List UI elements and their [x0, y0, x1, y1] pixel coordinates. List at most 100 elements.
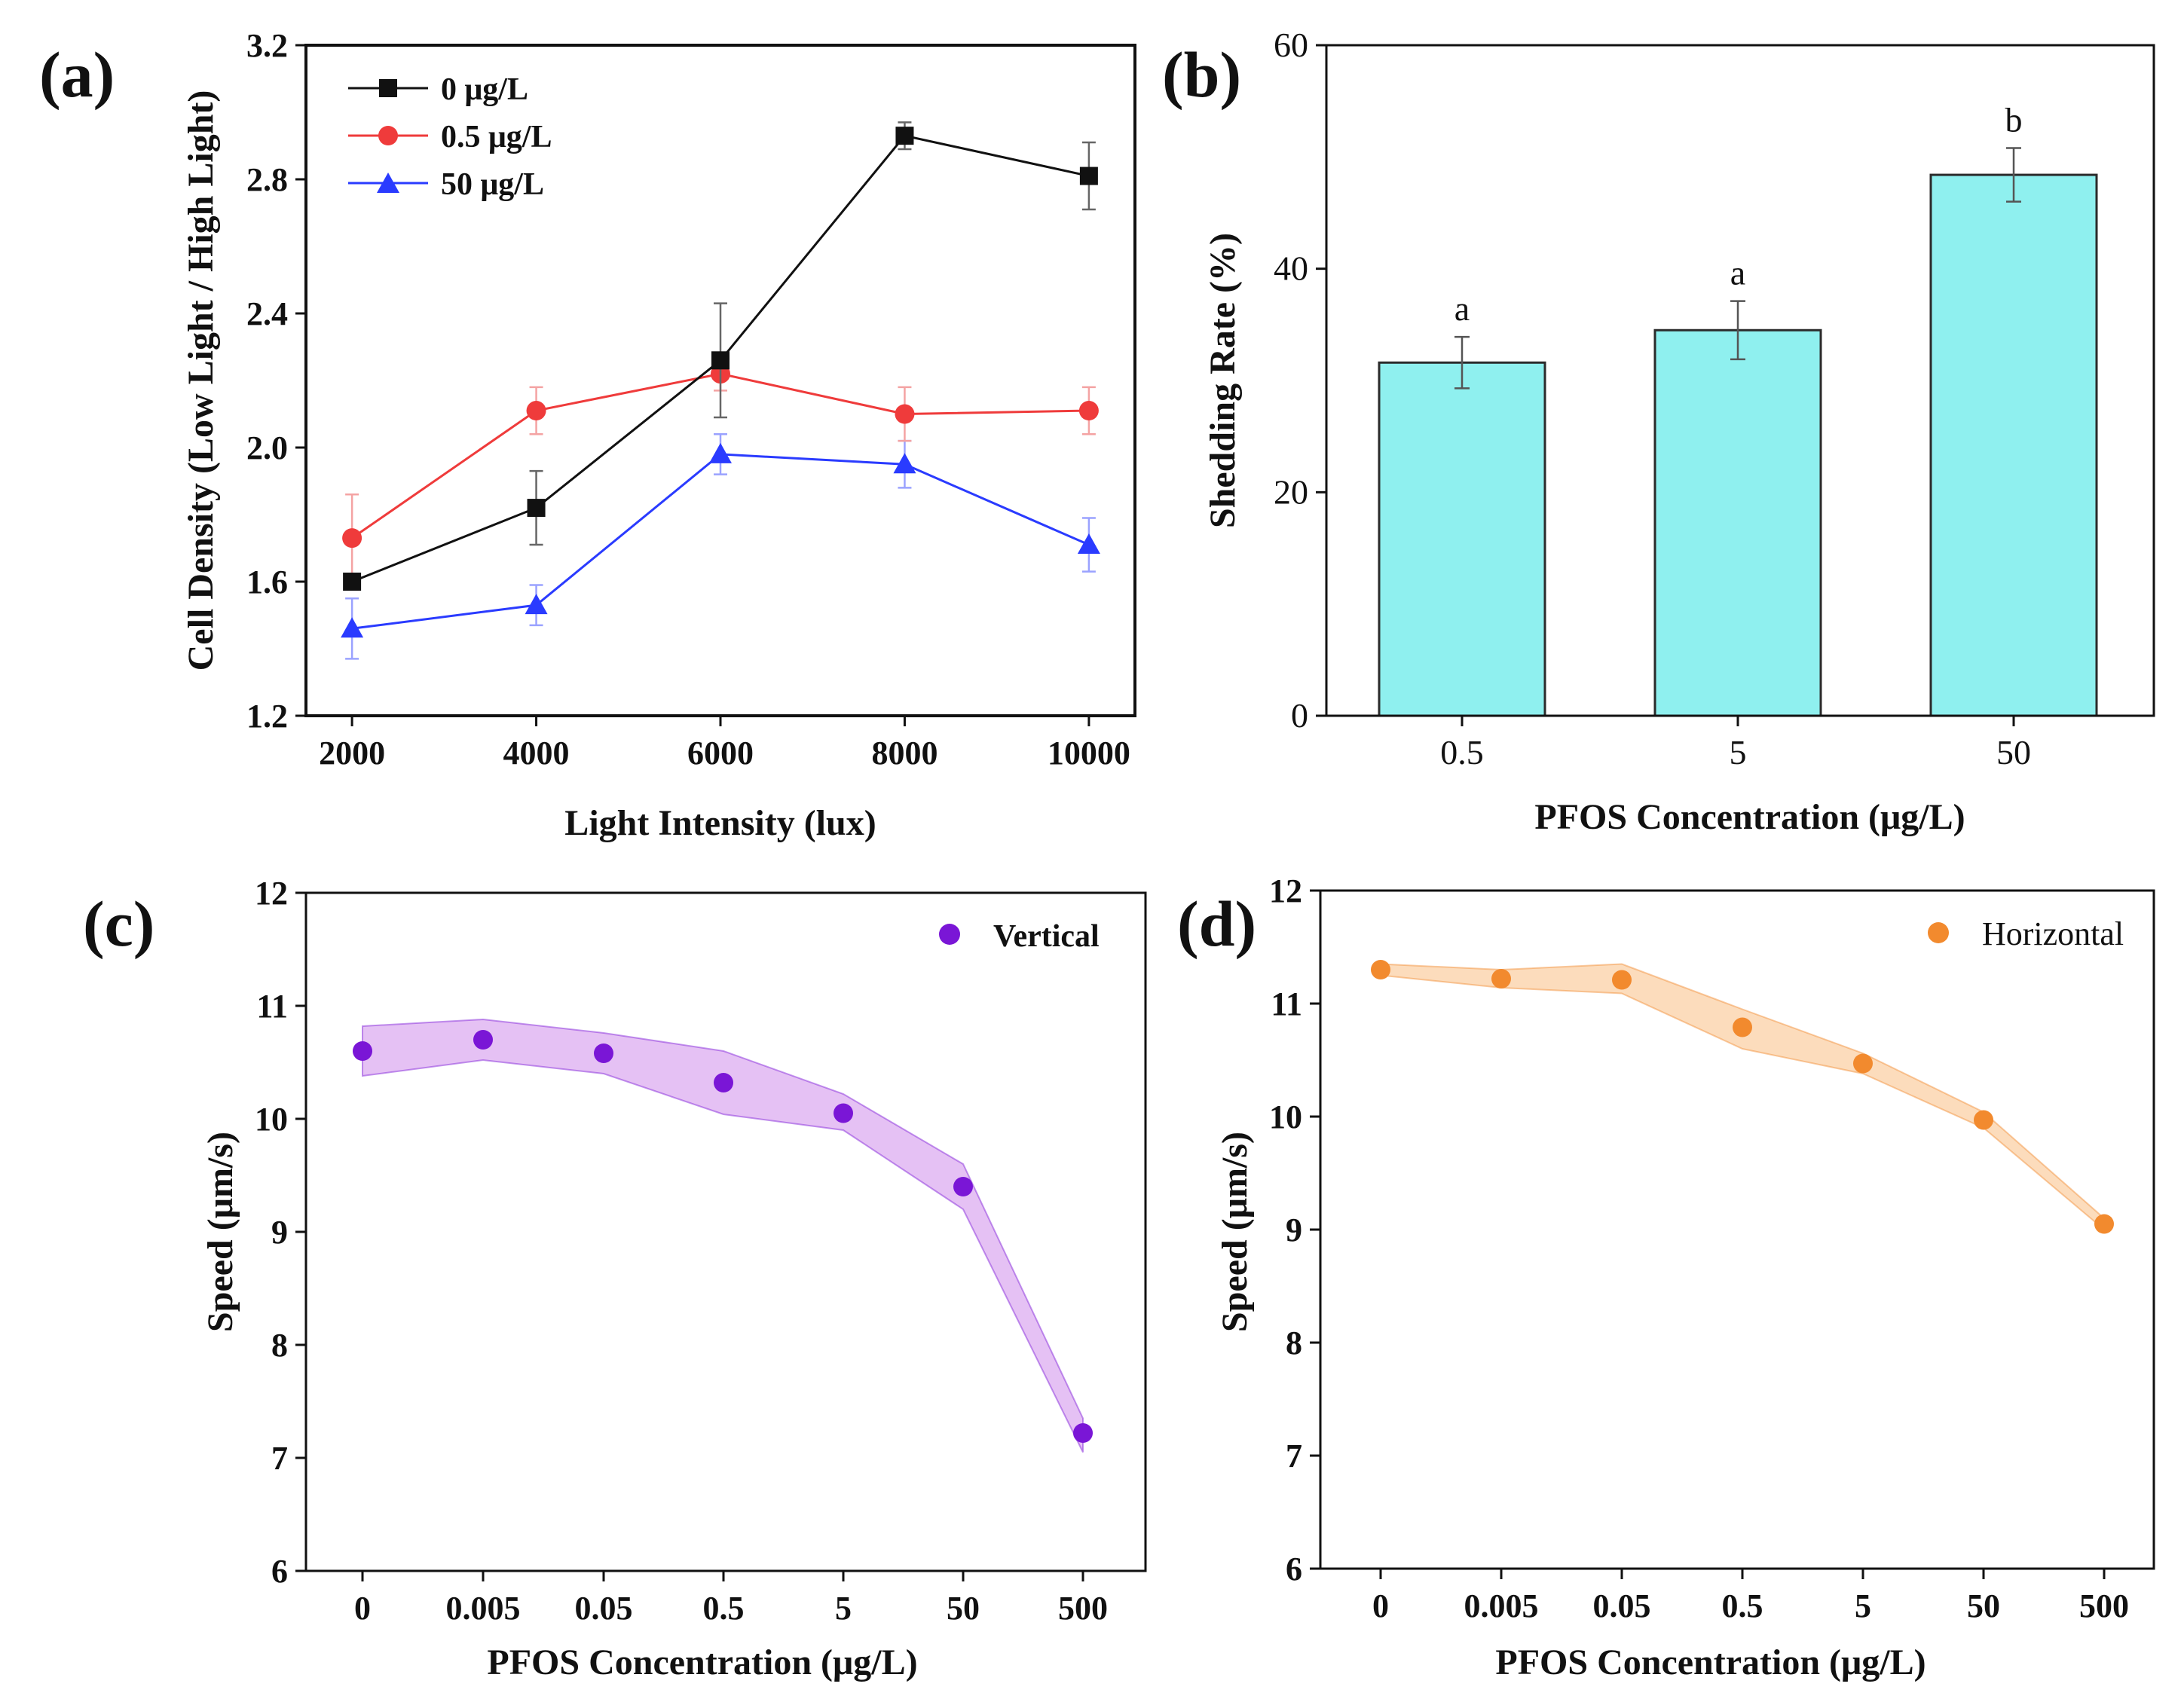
data-point	[1853, 1053, 1873, 1074]
panel-b-frame	[1325, 44, 2155, 717]
significance-label: b	[2005, 100, 2023, 139]
panel-c-xlabel: PFOS Concentration (μg/L)	[487, 1642, 917, 1682]
significance-label: a	[1730, 254, 1745, 292]
panel-d-frame	[1319, 889, 2155, 1570]
y-tick-label: 12	[1269, 872, 1302, 909]
data-point	[2094, 1214, 2114, 1234]
legend-label-vertical: Vertical	[993, 919, 1100, 954]
y-tick-label: 7	[1286, 1438, 1302, 1474]
legend-triangle-marker	[377, 173, 399, 193]
bar	[1929, 173, 2098, 717]
y-tick-label: 9	[271, 1214, 288, 1251]
y-tick-label: 12	[255, 875, 288, 912]
data-point-triangle	[525, 594, 548, 615]
x-tick-label: 0.005	[1464, 1587, 1539, 1624]
panel-c-marks	[353, 1018, 1093, 1453]
panel-c-legend: Vertical	[939, 919, 1100, 954]
panel-c-label: (c)	[83, 888, 154, 960]
x-tick-label: 4000	[503, 735, 570, 772]
legend-label-2: 50 μg/L	[441, 167, 544, 202]
panel-c-ylabel: Speed (μm/s)	[200, 1132, 240, 1332]
legend-label-horizontal: Horizontal	[1982, 915, 2124, 952]
data-point-square	[1079, 167, 1098, 185]
panel-b-ylabel: Shedding Rate (%)	[1203, 233, 1243, 528]
y-tick-label: 6	[271, 1553, 288, 1590]
data-point	[1073, 1423, 1093, 1443]
y-tick-label: 1.2	[246, 698, 288, 735]
y-tick-label: 2.0	[246, 429, 288, 466]
confidence-band	[1380, 963, 2105, 1232]
x-tick-label: 5	[835, 1590, 852, 1627]
panel-d-marks	[1371, 960, 2114, 1234]
panel-d-label: (d)	[1177, 888, 1256, 960]
x-tick-label: 500	[2079, 1587, 2129, 1624]
x-tick-label: 0.05	[575, 1590, 633, 1627]
x-tick-label: 0.5	[1722, 1587, 1763, 1624]
panel-a: (a) 1.2 1.6 2.0 2.4 2.8 3.2 2000 4000 6000 8000 10…	[39, 27, 1136, 843]
data-point	[353, 1041, 372, 1061]
data-point	[1733, 1017, 1752, 1037]
x-tick-label: 10000	[1048, 735, 1130, 772]
x-tick-label: 0.5	[703, 1590, 745, 1627]
panel-b-label: (b)	[1162, 38, 1241, 111]
panel-c-frame	[304, 891, 1147, 1572]
data-point	[953, 1177, 973, 1196]
legend-circle-marker	[378, 126, 398, 145]
panel-b-ticks: 0 20 40 60 0.5 5 50	[1274, 26, 2031, 772]
panel-d-ticks: 6 7 8 9 10 11 12 0 0.005 0.05 0.5 5 50 500	[1269, 872, 2129, 1624]
data-point-triangle	[341, 617, 364, 638]
y-tick-label: 10	[1269, 1099, 1302, 1135]
y-tick-label: 7	[271, 1440, 288, 1477]
y-tick-label: 20	[1274, 472, 1308, 511]
y-tick-label: 1.6	[246, 564, 288, 600]
x-tick-label: 50	[1967, 1587, 2000, 1624]
data-point-circle	[895, 404, 915, 424]
data-point-square	[895, 127, 914, 145]
x-tick-label: 6000	[687, 735, 754, 772]
data-point-triangle	[1077, 533, 1100, 555]
panel-a-xlabel: Light Intensity (lux)	[564, 803, 876, 843]
panel-b-xlabel: PFOS Concentration (μg/L)	[1534, 797, 1965, 837]
bar	[1653, 328, 1822, 717]
data-point-triangle	[709, 442, 732, 463]
data-point-circle	[1078, 401, 1099, 421]
y-tick-label: 11	[256, 988, 288, 1025]
y-tick-label: 9	[1286, 1212, 1302, 1248]
x-tick-label: 50	[947, 1590, 980, 1627]
data-point	[834, 1103, 853, 1123]
x-tick-label: 0.05	[1593, 1587, 1651, 1624]
x-tick-label: 50	[1996, 733, 2031, 772]
panel-b: (b) a a b 0 20 40 60 0.5 5 50 PFOS Concentration…	[1162, 26, 2155, 837]
panel-c-ticks: 6 7 8 9 10 11 12 0 0.005 0.05 0.5 5 50 500	[255, 875, 1108, 1627]
panel-a-ticks: 1.2 1.6 2.0 2.4 2.8 3.2 2000 4000 6000 8000 10000	[246, 27, 1130, 772]
panel-a-marks	[341, 121, 1100, 660]
y-tick-label: 60	[1274, 26, 1308, 64]
y-tick-label: 11	[1271, 985, 1302, 1022]
panel-c: (c) 6 7 8 9 10 11 12 0 0.005 0.05 0.5 5 50 500 PFOS C…	[83, 875, 1147, 1682]
y-tick-label: 6	[1286, 1551, 1302, 1587]
data-point-square	[527, 499, 546, 518]
y-tick-label: 8	[1286, 1325, 1302, 1361]
x-tick-label: 8000	[871, 735, 938, 772]
bar	[1378, 361, 1546, 717]
y-tick-label: 3.2	[246, 27, 288, 64]
data-point-circle	[342, 528, 362, 548]
data-point	[1371, 960, 1390, 979]
panel-a-label: (a)	[39, 38, 115, 111]
legend-label-1: 0.5 μg/L	[441, 120, 552, 154]
data-point-square	[711, 351, 730, 370]
x-tick-label: 0.5	[1440, 733, 1484, 772]
x-tick-label: 5	[1730, 733, 1747, 772]
data-point	[714, 1073, 733, 1092]
data-point	[473, 1030, 493, 1050]
y-tick-label: 8	[271, 1327, 288, 1364]
x-tick-label: 2000	[319, 735, 385, 772]
legend-label-0: 0 μg/L	[441, 72, 528, 107]
y-tick-label: 40	[1274, 249, 1308, 288]
panel-d-ylabel: Speed (μm/s)	[1215, 1132, 1255, 1332]
data-point	[1491, 969, 1511, 989]
y-tick-label: 2.4	[246, 295, 288, 332]
x-tick-label: 500	[1058, 1590, 1108, 1627]
series-line-2	[351, 453, 1090, 630]
